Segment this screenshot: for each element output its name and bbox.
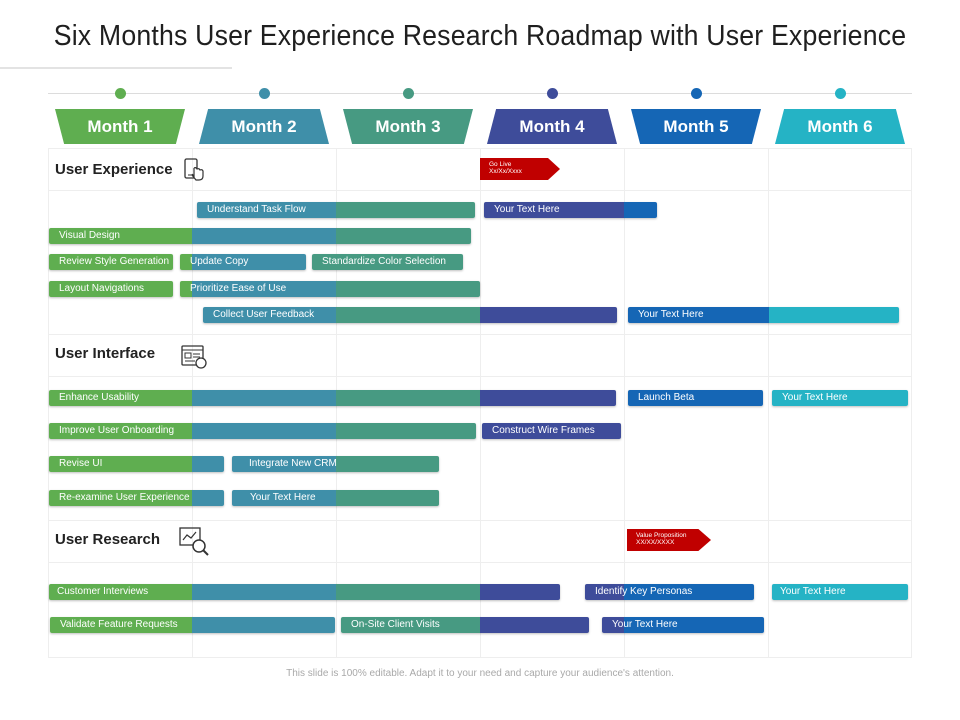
timeline-dot-month-5 [691, 88, 702, 99]
value-proposition-label: Value Proposition [636, 532, 687, 539]
task-label: On-Site Client Visits [351, 619, 440, 630]
timeline-dot-month-3 [403, 88, 414, 99]
timeline-dot-month-2 [259, 88, 270, 99]
task-label: Launch Beta [638, 392, 695, 403]
page-title: Six Months User Experience Research Road… [53, 20, 907, 52]
timeline-dot-month-1 [115, 88, 126, 99]
task-label: Validate Feature Requests [60, 619, 178, 630]
task-bar[interactable]: Prioritize Ease of Use [180, 281, 480, 297]
task-bar[interactable]: Your Text Here [628, 307, 899, 323]
task-bar[interactable]: Enhance Usability [49, 390, 616, 406]
section-user-research: User Research [55, 531, 161, 548]
task-label: Prioritize Ease of Use [190, 283, 287, 294]
task-label: Understand Task Flow [207, 204, 306, 215]
task-bar[interactable]: Re-examine User Experience [49, 490, 224, 506]
task-bar[interactable]: Identify Key Personas [585, 584, 754, 600]
month-4-header: Month 4 [487, 109, 617, 144]
go-live-date: Xx/Xx/Xxxx [489, 168, 522, 175]
task-label: Re-examine User Experience [59, 492, 190, 503]
value-proposition-milestone: Value Proposition XX/XX/XXXX [627, 529, 711, 551]
task-bar[interactable]: Validate Feature Requests [50, 617, 335, 633]
task-label: Review Style Generation [59, 256, 170, 267]
task-label: Construct Wire Frames [492, 425, 595, 436]
footer-note: This slide is 100% editable. Adapt it to… [286, 668, 674, 679]
task-label: Standardize Color Selection [322, 256, 446, 267]
section-user-experience: User Experience [55, 161, 173, 178]
task-bar[interactable]: Your Text Here [772, 584, 908, 600]
task-label: Revise UI [59, 458, 103, 469]
task-bar[interactable]: Your Text Here [602, 617, 764, 633]
go-live-label: Go Live [489, 161, 512, 168]
task-label: Enhance Usability [59, 392, 140, 403]
task-bar[interactable]: Revise UI [49, 456, 224, 472]
task-label: Integrate New CRM [249, 458, 337, 469]
month-1-header: Month 1 [55, 109, 185, 144]
task-bar[interactable]: Improve User Onboarding [49, 423, 476, 439]
task-bar[interactable]: Integrate New CRM [232, 456, 439, 472]
task-bar[interactable]: Review Style Generation [49, 254, 173, 270]
task-label: Your Text Here [612, 619, 678, 630]
task-bar[interactable]: Layout Navigations [49, 281, 173, 297]
task-bar[interactable]: Customer Interviews [49, 584, 560, 600]
month-6-header: Month 6 [775, 109, 905, 144]
task-label: Improve User Onboarding [59, 425, 175, 436]
task-label: Your Text Here [638, 309, 704, 320]
month-5-header: Month 5 [631, 109, 761, 144]
title-underline [0, 67, 232, 69]
timeline-line [48, 93, 912, 94]
task-label: Your Text Here [494, 204, 560, 215]
task-bar[interactable]: Your Text Here [232, 490, 439, 506]
task-label: Collect User Feedback [213, 309, 315, 320]
task-bar[interactable]: Visual Design [49, 228, 471, 244]
task-bar[interactable]: Collect User Feedback [203, 307, 617, 323]
month-3-header: Month 3 [343, 109, 473, 144]
task-label: Customer Interviews [57, 586, 149, 597]
task-label: Your Text Here [250, 492, 316, 503]
timeline-dot-month-4 [547, 88, 558, 99]
task-bar[interactable]: Your Text Here [484, 202, 657, 218]
task-bar[interactable]: Update Copy [180, 254, 306, 270]
timeline-dot-month-6 [835, 88, 846, 99]
task-label: Your Text Here [780, 586, 846, 597]
go-live-milestone: Go Live Xx/Xx/Xxxx [480, 158, 560, 180]
section-user-interface: User Interface [55, 345, 156, 362]
task-bar[interactable]: Your Text Here [772, 390, 908, 406]
task-label: Visual Design [59, 230, 120, 241]
task-label: Your Text Here [782, 392, 848, 403]
touch-device-icon [184, 158, 204, 181]
task-label: Identify Key Personas [595, 586, 693, 597]
task-bar[interactable]: Construct Wire Frames [482, 423, 621, 439]
task-label: Update Copy [190, 256, 249, 267]
task-bar[interactable]: Understand Task Flow [197, 202, 475, 218]
task-bar[interactable]: Launch Beta [628, 390, 763, 406]
browser-window-icon [181, 345, 207, 369]
month-2-header: Month 2 [199, 109, 329, 144]
value-proposition-date: XX/XX/XXXX [636, 539, 675, 546]
task-label: Layout Navigations [59, 283, 145, 294]
task-bar[interactable]: Standardize Color Selection [312, 254, 463, 270]
research-chart-icon [179, 527, 209, 556]
task-bar[interactable]: On-Site Client Visits [341, 617, 589, 633]
